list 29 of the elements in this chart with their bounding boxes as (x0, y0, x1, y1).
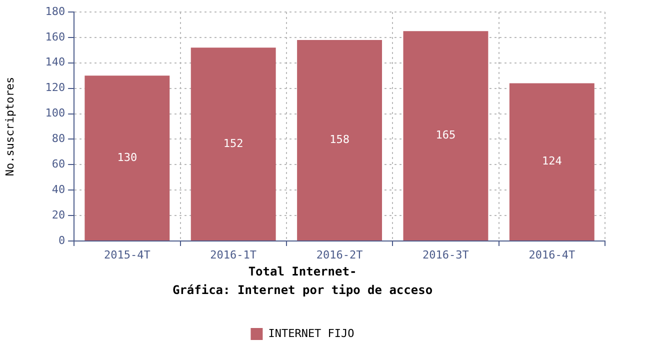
text: Total Internet- (248, 264, 357, 279)
x-tick-label: 2015-4T (104, 248, 151, 262)
bar (403, 31, 488, 240)
data-label: 152 (223, 136, 244, 150)
data-label: 165 (436, 128, 456, 142)
x-tick-label: 2016-3T (422, 248, 470, 262)
y-tick-label: 40 (52, 182, 66, 196)
y-tick-label: 100 (45, 106, 66, 120)
y-tick-label: 0 (58, 234, 66, 247)
y-tick-label: 180 (45, 4, 66, 18)
data-label: 130 (117, 150, 138, 164)
bar (297, 40, 382, 240)
y-axis-title: No.suscriptores (3, 76, 16, 176)
x-tick-label: 2016-1T (210, 248, 257, 262)
y-tick-label: 160 (45, 30, 66, 44)
bar (190, 48, 276, 240)
data-label: 158 (330, 133, 350, 146)
x-tick-label: 2016-2T (316, 248, 364, 262)
y-tick-label: 140 (45, 56, 66, 69)
bar (509, 83, 594, 240)
x-tick-label: 2016-4T (528, 248, 576, 262)
y-tick-label: 80 (52, 132, 66, 146)
y-tick-label: 120 (45, 81, 66, 94)
bar (84, 76, 170, 240)
legend-label: INTERNET FIJO (268, 326, 354, 340)
data-label: 124 (542, 154, 562, 168)
text: Gráfica: Internet por tipo de acceso (172, 282, 433, 297)
y-tick-label: 20 (52, 208, 66, 222)
y-tick-label: 60 (52, 158, 66, 171)
